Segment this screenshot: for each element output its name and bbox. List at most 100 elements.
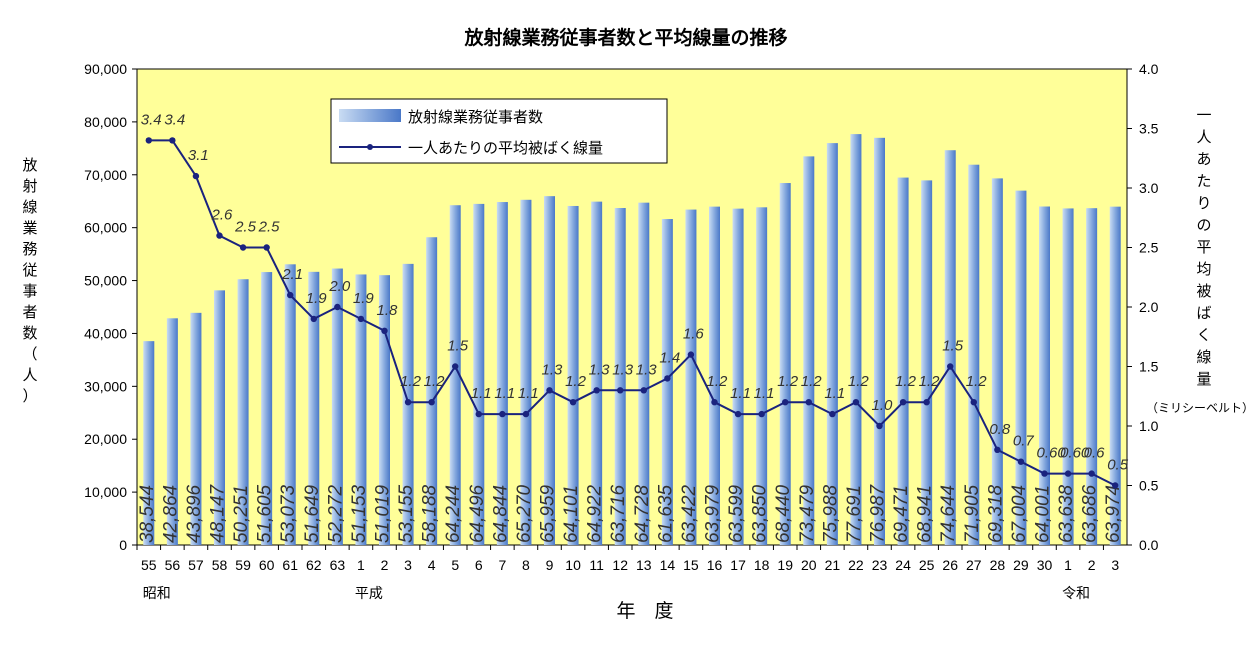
y-left-tick-label: 90,000 <box>84 61 127 77</box>
line-point <box>758 410 765 418</box>
line-value-label: 2.5 <box>234 219 257 236</box>
line-point <box>734 410 742 418</box>
x-tick-label: 21 <box>825 557 841 573</box>
bar-value-label: 64,101 <box>561 485 582 543</box>
bar <box>685 209 697 545</box>
y-right-tick-label: 0.5 <box>1139 478 1159 494</box>
x-tick-label: 1 <box>1064 557 1072 573</box>
bar <box>614 208 626 545</box>
bar-value-label: 64,496 <box>467 484 488 543</box>
y-left-tick-label: 30,000 <box>84 378 127 394</box>
bar <box>1086 208 1098 546</box>
line-value-label: 1.6 <box>683 326 705 343</box>
bar-value-label: 74,644 <box>938 485 959 543</box>
bar-value-label: 76,987 <box>868 483 889 543</box>
line-value-label: 1.5 <box>447 338 469 355</box>
line-path <box>148 139 1116 487</box>
line-point <box>617 387 624 394</box>
bar-value-label: 61,635 <box>655 484 676 543</box>
line-point <box>1112 482 1119 489</box>
line-value-label: 1.2 <box>895 373 917 390</box>
bar-value-label: 63,599 <box>726 484 747 543</box>
x-tick-label: 13 <box>636 557 652 573</box>
x-tick-label: 26 <box>942 557 958 573</box>
bar <box>1109 206 1121 545</box>
bar-value-label: 69,318 <box>985 484 1006 543</box>
x-tick-label: 9 <box>546 557 554 573</box>
x-tick-label: 18 <box>754 557 770 573</box>
x-tick-label: 29 <box>1013 557 1029 573</box>
line-value-label: 1.9 <box>353 290 375 307</box>
line-point <box>475 410 482 418</box>
bar <box>897 177 909 545</box>
y-left-tick-label: 80,000 <box>84 114 127 130</box>
x-tick-label: 20 <box>801 557 817 573</box>
x-tick-label: 25 <box>919 557 935 573</box>
bar-value-label: 63,716 <box>608 484 629 543</box>
x-tick-label: 6 <box>475 557 483 573</box>
line-point <box>994 446 1001 453</box>
x-tick-label: 7 <box>498 557 506 573</box>
bar-value-label: 52,272 <box>325 484 346 543</box>
line-point <box>546 387 553 394</box>
line-value-label: 1.3 <box>612 361 634 378</box>
x-tick-label: 15 <box>683 557 699 573</box>
legend-line-label: 一人あたりの平均被ばく線量 <box>408 139 603 157</box>
bar-value-label: 65,270 <box>514 484 535 543</box>
bar-value-label: 38,544 <box>137 485 158 543</box>
line-point <box>310 315 317 323</box>
bar <box>874 137 885 545</box>
era-label: 昭和 <box>143 586 171 602</box>
line-point <box>1088 470 1095 477</box>
era-labels: 昭和 平成 令和 <box>143 586 1090 602</box>
bar <box>237 279 249 545</box>
line-point <box>711 399 718 406</box>
bar <box>803 156 815 545</box>
bar-value-label: 51,153 <box>349 484 370 543</box>
line-value-label: 1.9 <box>306 290 328 307</box>
bar-value-label: 63,974 <box>1103 485 1124 543</box>
bar <box>143 341 155 545</box>
bar <box>921 180 933 545</box>
line-value-label: 1.2 <box>707 373 729 390</box>
bar <box>449 205 461 545</box>
bar <box>520 199 532 545</box>
line-point <box>1017 458 1025 465</box>
bar <box>709 206 720 545</box>
line-value-label: 1.2 <box>801 373 823 390</box>
x-tick-label: 61 <box>282 557 298 573</box>
bar-value-label: 63,979 <box>703 484 724 543</box>
bar-value-label: 65,959 <box>538 484 559 543</box>
x-tick-label: 56 <box>165 557 181 573</box>
line-point <box>664 375 671 382</box>
x-axis-title: 年 度 <box>616 600 673 622</box>
x-tick-label: 1 <box>357 557 365 573</box>
y-left-tick-label: 50,000 <box>84 273 127 289</box>
bar-value-label: 51,649 <box>302 484 323 543</box>
line-value-label: 1.2 <box>565 373 587 390</box>
x-tick-label: 62 <box>306 557 322 573</box>
line-value-label: 0.60 <box>1037 445 1067 462</box>
line-value-label: 0.60 <box>1060 445 1090 462</box>
line-value-label: 1.8 <box>377 302 399 319</box>
x-tick-label: 16 <box>707 557 723 573</box>
y-right-tick-label: 2.0 <box>1139 299 1159 315</box>
line-point <box>687 351 695 358</box>
line-value-label: 1.5 <box>942 338 964 355</box>
x-tick-label: 5 <box>451 557 459 573</box>
bar <box>261 272 273 545</box>
line-point <box>428 399 435 406</box>
bar <box>826 143 838 545</box>
line-point <box>852 399 860 406</box>
bar <box>850 134 862 545</box>
line-point <box>1064 470 1072 477</box>
y-left-tick-label: 70,000 <box>84 167 127 183</box>
line-value-label: 0.6 <box>1084 445 1106 462</box>
y-axis-right-unit: （ミリシーベルト） <box>1146 401 1252 415</box>
line-value-label: 1.2 <box>848 373 870 390</box>
line-point <box>357 315 365 323</box>
bar <box>968 164 980 545</box>
line-value-label: 3.1 <box>188 147 209 164</box>
bar-value-labels: 38,544 42,864 43,896 48,147 50,251 51,605 53,0… <box>137 483 1124 543</box>
line-point <box>381 327 388 334</box>
